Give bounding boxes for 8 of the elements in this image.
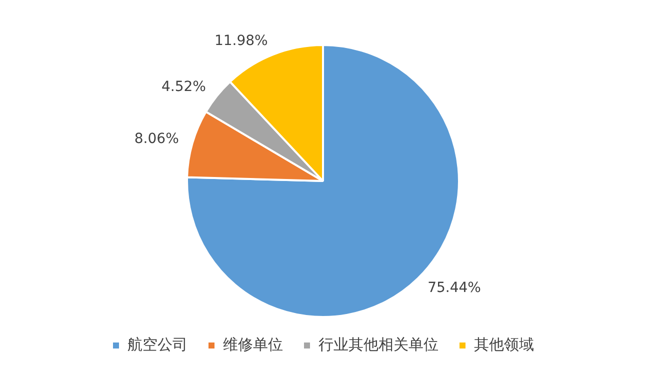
data-label: 8.06% [134, 131, 179, 148]
data-label: 75.44% [428, 280, 481, 296]
legend-label: 航空公司 [128, 335, 188, 354]
legend-label: 行业其他相关单位 [318, 335, 438, 354]
data-label: 11.98% [214, 33, 268, 50]
data-label: 4.52% [162, 78, 206, 95]
legend-label: 维修单位 [223, 335, 283, 354]
legend-label: 其他领域 [474, 335, 534, 354]
